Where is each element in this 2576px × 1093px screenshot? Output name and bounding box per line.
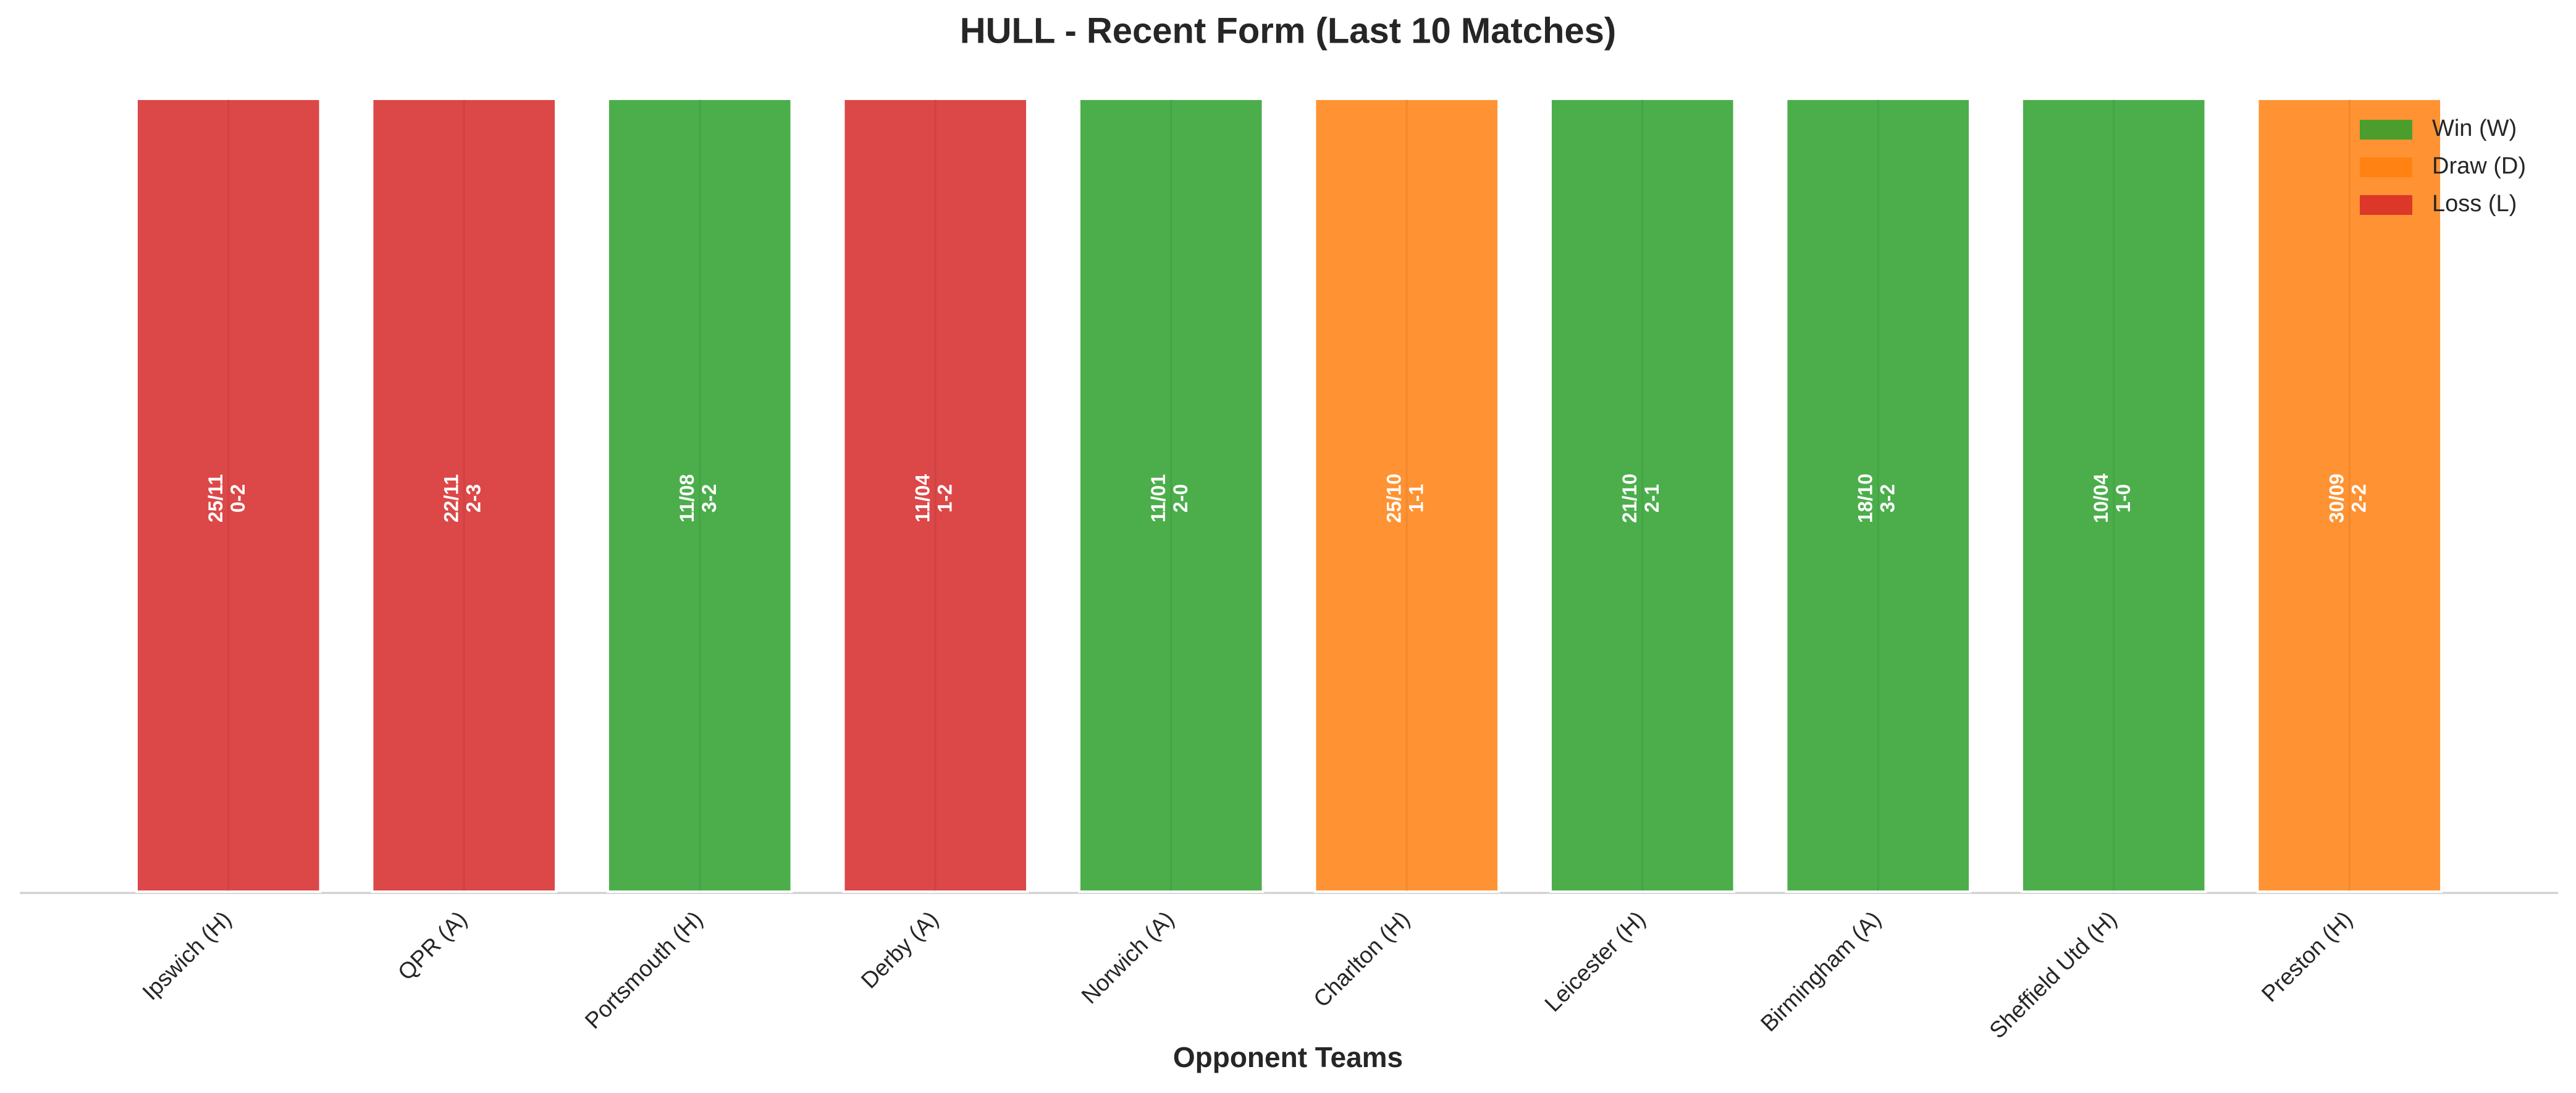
legend-label: Win (W): [2432, 115, 2517, 141]
match-date: 21/10: [1618, 474, 1641, 523]
bar: [1785, 98, 1972, 893]
bar: [2256, 98, 2443, 893]
x-axis-label: Opponent Teams: [1173, 1041, 1403, 1073]
bar: [2020, 98, 2207, 893]
bar: [842, 98, 1029, 893]
bar: [1549, 98, 1736, 893]
bar: [371, 98, 558, 893]
match-score: 2-0: [1169, 484, 1192, 513]
legend-label: Loss (L): [2432, 191, 2517, 217]
match-date: 11/08: [676, 474, 698, 522]
match-score: 3-2: [1877, 484, 1899, 513]
legend-label: Draw (D): [2432, 153, 2526, 179]
match-date: 10/04: [2090, 474, 2112, 523]
bar: [1077, 98, 1265, 893]
match-score: 0-2: [227, 484, 249, 513]
legend-swatch: [2360, 120, 2412, 140]
match-date: 22/11: [440, 474, 463, 522]
match-date: 30/09: [2326, 474, 2348, 523]
match-score: 1-1: [1405, 484, 1428, 513]
legend-swatch: [2360, 157, 2412, 177]
match-date: 11/01: [1147, 474, 1169, 522]
match-score: 2-2: [2348, 484, 2370, 513]
bar: [606, 98, 793, 893]
bar: [1313, 98, 1501, 893]
match-score: 3-2: [698, 484, 720, 513]
match-date: 25/10: [1383, 474, 1405, 523]
bar: [135, 98, 322, 893]
match-score: 2-1: [1641, 484, 1663, 513]
match-date: 18/10: [1854, 474, 1877, 523]
legend-swatch: [2360, 195, 2412, 215]
chart-title: HULL - Recent Form (Last 10 Matches): [960, 10, 1616, 51]
match-date: 11/04: [912, 474, 934, 523]
match-score: 1-0: [2112, 484, 2134, 513]
match-score: 2-3: [463, 484, 485, 513]
match-date: 25/11: [204, 474, 227, 522]
match-score: 1-2: [934, 484, 956, 513]
